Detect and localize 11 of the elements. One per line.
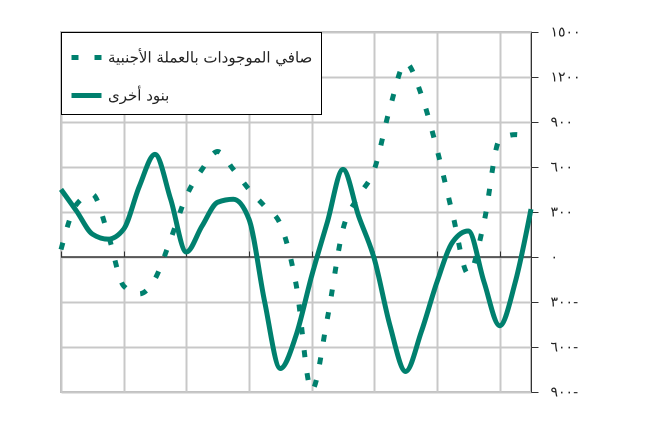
y-tick-label: ٦٠٠-	[550, 340, 578, 356]
y-tick-label: ١٢٠٠	[550, 70, 581, 86]
y-tick-label: ٦٠٠	[550, 160, 574, 176]
y-tick-label: ٣٠٠	[550, 204, 574, 220]
y-tick-label: ٣٠٠-	[550, 294, 578, 310]
legend-label: بنود أخرى	[108, 86, 170, 104]
y-tick-label: ٩٠٠-	[550, 384, 578, 400]
y-tick-label: ٠	[550, 250, 558, 266]
y-tick-label: ٩٠٠	[550, 114, 574, 130]
y-tick-label: ١٥٠٠	[550, 24, 581, 40]
legend-label: صافي الموجودات بالعملة الأجنبية	[108, 48, 312, 66]
